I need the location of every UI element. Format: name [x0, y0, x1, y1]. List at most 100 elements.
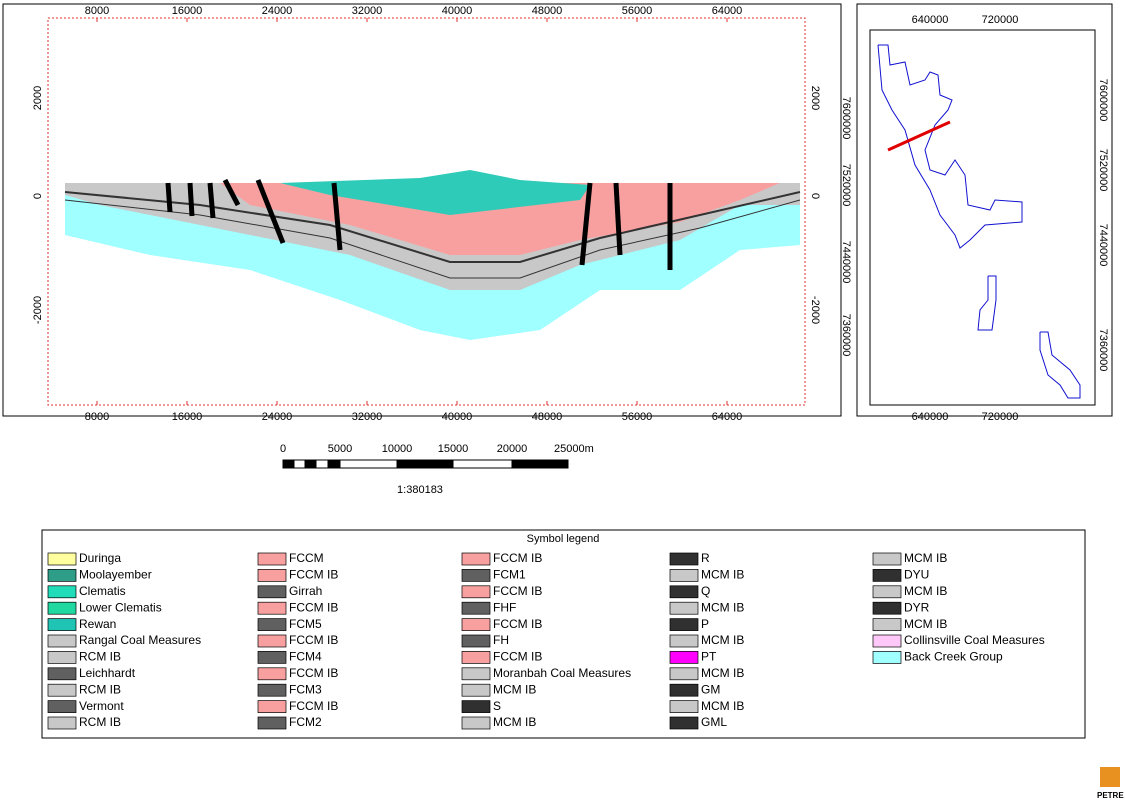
- x-tick-label: 32000: [352, 5, 383, 17]
- section-frame: [2, 3, 842, 417]
- legend-label: MCM IB: [904, 617, 947, 631]
- x-tick-label: 48000: [532, 5, 563, 17]
- x-tick-label: 64000: [712, 411, 743, 423]
- legend-swatch: [47, 667, 77, 681]
- x-tick-label: 8000: [85, 5, 109, 17]
- legend-swatch: [461, 651, 491, 664]
- scale-bar: [282, 459, 569, 469]
- legend-swatch: [47, 601, 77, 615]
- legend-label: MCM IB: [493, 682, 536, 696]
- scale-label: 25000m: [554, 443, 594, 455]
- legend-label: FCCM IB: [493, 551, 542, 565]
- legend-label: Leichhardt: [79, 666, 136, 680]
- legend-swatch: [872, 585, 902, 599]
- legend-swatch: [461, 716, 491, 730]
- legend-swatch: [669, 618, 699, 631]
- legend-swatch: [461, 601, 491, 615]
- legend-swatch: [872, 552, 902, 566]
- x-tick-label: 640000: [912, 14, 949, 26]
- legend-label: MCM IB: [701, 666, 744, 680]
- legend-frame: [41, 529, 1086, 739]
- y-tick-label: 7520000: [840, 164, 852, 207]
- y-tick-label: 0: [32, 193, 44, 199]
- legend-label: PT: [701, 650, 717, 664]
- legend-label: Lower Clematis: [79, 600, 162, 614]
- legend-label: FCM4: [289, 650, 322, 664]
- x-tick-label: 720000: [982, 411, 1019, 423]
- legend-label: Vermont: [79, 699, 124, 713]
- section-line: [887, 120, 951, 152]
- legend-label: FCCM: [289, 551, 324, 565]
- legend-label: MCM IB: [701, 699, 744, 713]
- legend-swatch: [47, 585, 77, 599]
- legend-swatch: [669, 667, 699, 681]
- legend-label: FCCM IB: [289, 568, 338, 582]
- y-tick-label: 7600000: [840, 97, 852, 140]
- legend-swatch: [257, 716, 287, 730]
- legend-swatch: [47, 569, 77, 582]
- legend-label: GM: [701, 682, 720, 696]
- legend-swatch: [257, 667, 287, 681]
- legend-swatch: [669, 552, 699, 566]
- x-tick-label: 64000: [712, 5, 743, 17]
- legend-swatch: [461, 634, 491, 648]
- legend-label: FCCM IB: [289, 666, 338, 680]
- y-tick-label: 2000: [809, 86, 821, 110]
- x-tick-label: 24000: [262, 5, 293, 17]
- legend-swatch: [257, 634, 287, 648]
- legend-swatch: [257, 585, 287, 599]
- legend-swatch: [47, 634, 77, 648]
- legend-swatch: [669, 651, 699, 664]
- legend-swatch: [461, 552, 491, 566]
- legend-label: Q: [701, 584, 710, 598]
- legend-label: FCM3: [289, 682, 322, 696]
- legend-label: P: [701, 617, 709, 631]
- legend-swatch: [669, 601, 699, 615]
- legend-swatch: [47, 716, 77, 730]
- legend-swatch: [47, 618, 77, 631]
- legend-label: Moolayember: [79, 568, 152, 582]
- x-tick-label: 8000: [85, 411, 109, 423]
- survey-outlines: [877, 44, 1081, 399]
- legend-swatch: [872, 569, 902, 582]
- legend-label: MCM IB: [904, 551, 947, 565]
- legend-label: Collinsville Coal Measures: [904, 633, 1045, 647]
- scale-label: 20000: [497, 443, 528, 455]
- legend-swatch: [461, 667, 491, 681]
- legend-label: FCM2: [289, 715, 322, 729]
- legend-swatch: [872, 651, 902, 664]
- legend-label: Moranbah Coal Measures: [493, 666, 631, 680]
- y-tick-label: 7360000: [840, 314, 852, 357]
- legend-swatch: [47, 683, 77, 697]
- legend-swatch: [872, 601, 902, 615]
- legend-swatch: [669, 569, 699, 582]
- cross-section: [64, 170, 801, 340]
- legend-label: FCCM IB: [493, 650, 542, 664]
- legend-swatch: [257, 618, 287, 631]
- legend-swatch: [257, 683, 287, 697]
- legend-swatch: [257, 601, 287, 615]
- legend-label: FCCM IB: [493, 584, 542, 598]
- legend-title: Symbol legend: [527, 533, 600, 545]
- legend-label: MCM IB: [701, 600, 744, 614]
- legend-swatch: [461, 569, 491, 582]
- legend-swatch: [257, 651, 287, 664]
- legend-label: DYU: [904, 568, 929, 582]
- x-tick-label: 32000: [352, 411, 383, 423]
- y-tick-label: -2000: [32, 296, 44, 324]
- legend-swatch: [461, 585, 491, 599]
- legend-label: Duringa: [79, 551, 121, 565]
- legend-label: MCM IB: [701, 568, 744, 582]
- legend-label: FCM1: [493, 568, 526, 582]
- x-tick-label: 40000: [442, 5, 473, 17]
- legend-label: Rewan: [79, 617, 116, 631]
- legend-swatch: [872, 618, 902, 631]
- y-tick-label: 7600000: [1097, 79, 1109, 122]
- legend-swatch: [669, 683, 699, 697]
- y-tick-label: 7440000: [840, 241, 852, 284]
- scale-label: 15000: [438, 443, 469, 455]
- legend-swatch: [461, 618, 491, 631]
- legend-swatch: [47, 651, 77, 664]
- legend-swatch: [257, 569, 287, 582]
- x-tick-label: 16000: [172, 5, 203, 17]
